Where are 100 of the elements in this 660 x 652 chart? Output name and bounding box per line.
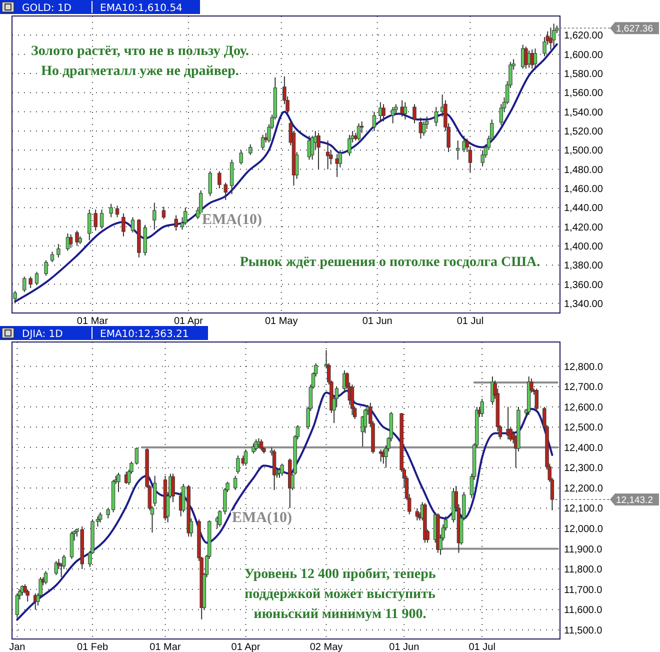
candlestick (335, 153, 339, 178)
y-tick-label: 1,340.00 (564, 298, 604, 310)
y-tick-label: 12,500.0 (564, 422, 604, 434)
candlestick (533, 48, 538, 70)
y-tick-label: 12,000.0 (564, 524, 604, 536)
candlestick (252, 442, 256, 454)
candlestick (130, 216, 135, 234)
candlestick (326, 140, 330, 170)
y-tick-label: 1,540.00 (564, 107, 604, 118)
candlestick (456, 140, 460, 160)
candlestick (548, 26, 553, 50)
y-tick-label: 1,460.00 (564, 184, 604, 195)
candlestick (94, 209, 98, 232)
y-tick-label: 11,800.0 (564, 564, 603, 576)
x-tick-label: 01 Mar (150, 642, 182, 652)
candlestick (552, 23, 556, 48)
y-tick-label: 1,500.00 (564, 146, 604, 157)
candlestick (234, 475, 238, 490)
y-tick-label: 12,300.0 (564, 463, 604, 474)
x-tick-label: Jan (9, 642, 26, 652)
candlestick (208, 170, 212, 197)
candlestick (244, 448, 248, 466)
candlestick (239, 150, 243, 165)
candlestick (162, 206, 166, 220)
candlestick (280, 463, 284, 476)
x-tick-label: 01 Jun (389, 642, 420, 652)
x-tick-label: 01 Jul (456, 316, 484, 327)
y-tick-label: 12,700.0 (564, 382, 604, 394)
candlestick (224, 182, 228, 200)
candlestick (98, 512, 102, 523)
annotation: Рынок ждёт решения о потолке госдолга США. (240, 255, 540, 270)
candlestick (422, 120, 426, 136)
y-tick-label: 1,480.00 (564, 164, 604, 176)
x-tick-label: 02 May (310, 642, 343, 652)
y-tick-label: 11,900.0 (564, 544, 603, 556)
candlestick (218, 170, 222, 189)
candlestick (524, 46, 528, 70)
candlestick (100, 209, 104, 230)
annotation: июньский минимум 11 900. (254, 607, 426, 622)
y-tick-label: 1,360.00 (564, 280, 604, 291)
annotation: 12,143.2 (616, 494, 653, 506)
y-tick-label: 12,400.0 (564, 442, 604, 454)
annotation: EMA(10) (202, 212, 262, 228)
candlestick (122, 212, 126, 237)
candlestick (403, 102, 408, 120)
candlestick (54, 560, 58, 576)
y-tick-label: 12,600.0 (564, 402, 604, 414)
x-tick-label: 01 Feb (76, 642, 109, 652)
candlestick (248, 144, 252, 156)
candlestick (412, 104, 416, 124)
chart-title: DJIA: 1D (22, 329, 64, 340)
candlestick (434, 106, 438, 127)
y-tick-label: 1,420.00 (564, 222, 604, 234)
y-tick-label: 1,400.00 (564, 241, 604, 252)
candlestick (400, 100, 404, 118)
annotation: Золото растёт, что не в пользу Доу. (30, 44, 250, 59)
candlestick (316, 132, 320, 170)
y-tick-label: 1,520.00 (564, 126, 604, 138)
candlestick (171, 473, 175, 503)
candlestick (236, 455, 240, 474)
annotation: EMA(10) (232, 510, 292, 526)
x-tick-label: 01 Apr (231, 642, 261, 652)
candlestick (152, 202, 156, 230)
candlestick (116, 472, 120, 493)
y-tick-label: 12,200.0 (564, 483, 604, 494)
candlestick (390, 106, 395, 124)
x-tick-label: 01 Apr (174, 316, 204, 327)
candlestick (174, 214, 178, 232)
y-tick-label: 11,500.0 (564, 625, 603, 636)
candlestick (382, 104, 386, 122)
candlestick (15, 592, 20, 618)
y-tick-label: 1,580.00 (564, 68, 604, 80)
candlestick (462, 135, 466, 153)
y-tick-label: 11,600.0 (564, 605, 603, 616)
annotation: Но драгметалл уже не драйвер. (41, 64, 239, 79)
y-tick-label: 1,380.00 (564, 260, 604, 272)
annotation: Уровень 12 400 пробит, теперь (244, 567, 436, 582)
candlestick (230, 159, 234, 195)
annotation: поддержкой может выступить (244, 587, 436, 602)
candlestick (530, 49, 534, 70)
candlestick (260, 134, 265, 151)
x-tick-label: 01 May (264, 316, 298, 327)
annotation: 1,627.36 (616, 23, 653, 34)
chart-title: GOLD: 1D (22, 3, 72, 14)
y-tick-label: 1,600.00 (564, 50, 604, 61)
x-tick-label: 01 Jun (362, 316, 392, 327)
y-tick-label: 12,800.0 (564, 362, 604, 373)
y-tick-label: 11,700.0 (564, 584, 603, 596)
x-tick-label: 01 Mar (76, 316, 109, 327)
candlestick (350, 384, 354, 416)
y-tick-label: 1,620.00 (564, 30, 604, 42)
y-tick-label: 1,440.00 (564, 203, 604, 214)
x-tick-label: 01 Jul (468, 642, 496, 652)
candlestick (184, 207, 188, 226)
candlestick (372, 111, 376, 132)
y-tick-label: 12,100.0 (564, 504, 604, 515)
chart-subtitle: EMA10:12,363.21 (100, 329, 189, 340)
candlestick (109, 203, 113, 218)
y-tick-label: 1,560.00 (564, 88, 604, 100)
candlestick (356, 122, 361, 142)
